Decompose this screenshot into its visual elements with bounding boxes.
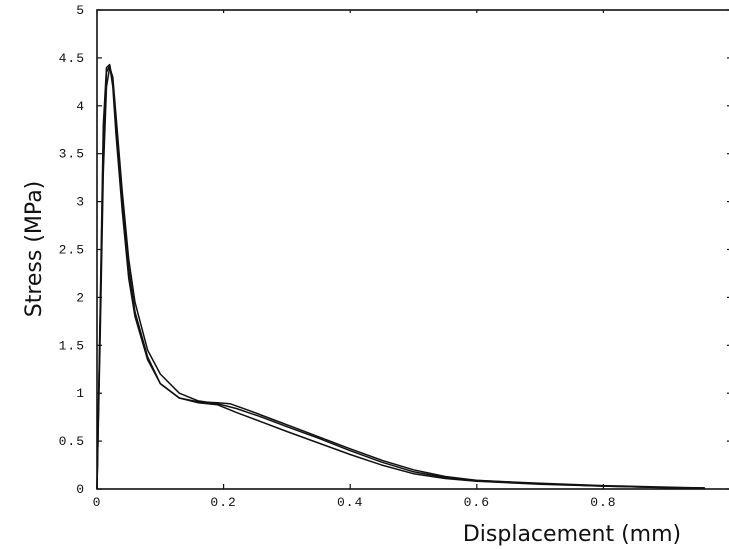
y-tick-label: 5 bbox=[76, 3, 85, 18]
y-tick-label: 4 bbox=[76, 99, 85, 114]
x-tick-label: 0.2 bbox=[210, 495, 236, 510]
series-line-1 bbox=[96, 64, 705, 490]
x-axis-label: Displacement (mm) bbox=[463, 522, 681, 547]
y-tick-label: 4.5 bbox=[59, 51, 85, 66]
series-lines bbox=[96, 63, 705, 490]
y-tick-label: 1 bbox=[76, 386, 85, 401]
y-axis-label: Stress (MPa) bbox=[22, 181, 47, 318]
x-tick-label: 0.6 bbox=[464, 495, 490, 510]
x-tick-label: 0.4 bbox=[337, 495, 363, 510]
y-tick-label: 2.5 bbox=[59, 243, 85, 258]
y-tick-label: 2 bbox=[76, 290, 85, 305]
y-axis-ticks: 0 0.5 1 1.5 2 2.5 3 3.5 4 4.5 5 bbox=[59, 3, 729, 497]
series-line-2 bbox=[96, 66, 705, 490]
y-tick-label: 0.5 bbox=[59, 434, 85, 449]
y-tick-label: 1.5 bbox=[59, 338, 85, 353]
x-tick-label: 0.8 bbox=[590, 495, 616, 510]
y-tick-label: 3 bbox=[76, 195, 85, 210]
x-axis-ticks: 0 0.2 0.4 0.6 0.8 bbox=[93, 10, 616, 510]
plot-frame bbox=[96, 9, 729, 490]
y-tick-label: 3.5 bbox=[59, 147, 85, 162]
series-line-3 bbox=[96, 63, 705, 490]
x-tick-label: 0 bbox=[93, 495, 102, 510]
y-tick-label: 0 bbox=[76, 482, 85, 497]
